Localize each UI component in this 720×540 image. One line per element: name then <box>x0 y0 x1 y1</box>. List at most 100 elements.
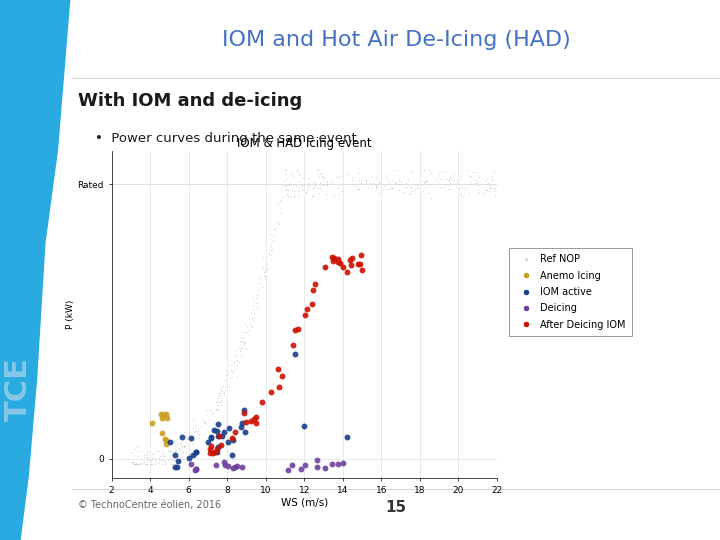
Point <box>167 448 179 457</box>
Point <box>213 388 225 397</box>
Point <box>332 460 343 469</box>
Point <box>247 314 258 322</box>
Point <box>481 186 492 195</box>
Point <box>282 190 293 199</box>
Point <box>251 294 262 302</box>
Point <box>489 185 500 193</box>
Point <box>181 431 192 440</box>
Point <box>275 196 287 205</box>
Point <box>463 189 474 198</box>
Point <box>470 167 482 176</box>
Point <box>191 465 202 474</box>
Point <box>267 236 279 245</box>
Point <box>167 456 179 464</box>
Point <box>302 179 313 187</box>
Point <box>174 444 185 453</box>
Point <box>192 429 204 438</box>
Point <box>328 256 339 265</box>
Point <box>215 440 227 449</box>
Point <box>211 461 222 470</box>
Point <box>197 417 209 426</box>
Point <box>212 405 224 414</box>
Point <box>130 445 141 454</box>
Point <box>326 252 338 261</box>
Point <box>215 384 226 393</box>
Point <box>370 180 382 189</box>
Point <box>130 460 141 468</box>
Point <box>129 460 140 469</box>
Point <box>171 463 183 471</box>
Point <box>269 225 281 233</box>
Point <box>280 186 292 194</box>
Point <box>135 460 147 469</box>
Point <box>307 178 319 186</box>
Point <box>186 450 198 459</box>
Point <box>296 185 307 194</box>
Point <box>288 187 300 195</box>
Point <box>387 184 398 193</box>
Point <box>285 180 297 188</box>
Point <box>164 452 176 461</box>
Point <box>160 458 171 467</box>
Point <box>237 328 248 336</box>
Point <box>353 176 364 184</box>
Point <box>134 459 145 468</box>
Point <box>445 174 456 183</box>
Title: IOM & HAD Icing event: IOM & HAD Icing event <box>237 137 372 150</box>
Point <box>367 179 379 188</box>
Point <box>140 460 152 469</box>
Point <box>218 389 230 398</box>
Point <box>455 189 467 198</box>
Point <box>286 170 297 178</box>
Point <box>131 460 143 469</box>
Point <box>384 170 395 179</box>
Point <box>152 459 163 468</box>
Point <box>163 456 175 465</box>
Y-axis label: P (kW): P (kW) <box>66 300 75 329</box>
Point <box>346 176 358 184</box>
Point <box>482 178 494 187</box>
Point <box>345 260 356 269</box>
Point <box>411 183 423 192</box>
Point <box>211 448 222 456</box>
Point <box>212 431 224 440</box>
Point <box>293 171 305 179</box>
Point <box>186 437 197 445</box>
Point <box>130 459 142 468</box>
Point <box>313 173 325 181</box>
Point <box>290 181 302 190</box>
Point <box>190 427 202 436</box>
Point <box>454 191 465 199</box>
Point <box>353 185 364 193</box>
Point <box>273 220 284 228</box>
Point <box>248 300 260 309</box>
Point <box>310 279 321 288</box>
Point <box>235 423 247 431</box>
Point <box>233 344 245 353</box>
Point <box>181 434 193 442</box>
Point <box>269 230 280 239</box>
Point <box>283 192 294 200</box>
Point <box>482 180 493 188</box>
Point <box>250 413 261 422</box>
Point <box>226 434 238 442</box>
Point <box>289 350 300 359</box>
Point <box>228 366 239 375</box>
Point <box>312 169 324 178</box>
Point <box>409 180 420 188</box>
Point <box>393 180 405 188</box>
Point <box>404 183 415 192</box>
Point <box>204 444 216 453</box>
Point <box>295 464 307 473</box>
Point <box>337 458 348 467</box>
Point <box>272 199 284 207</box>
Point <box>306 192 318 200</box>
Point <box>472 185 484 194</box>
Point <box>280 180 292 189</box>
Point <box>162 442 174 450</box>
Point <box>304 184 315 193</box>
Point <box>252 285 264 294</box>
Point <box>292 187 304 195</box>
Point <box>170 455 181 463</box>
Point <box>366 173 377 181</box>
